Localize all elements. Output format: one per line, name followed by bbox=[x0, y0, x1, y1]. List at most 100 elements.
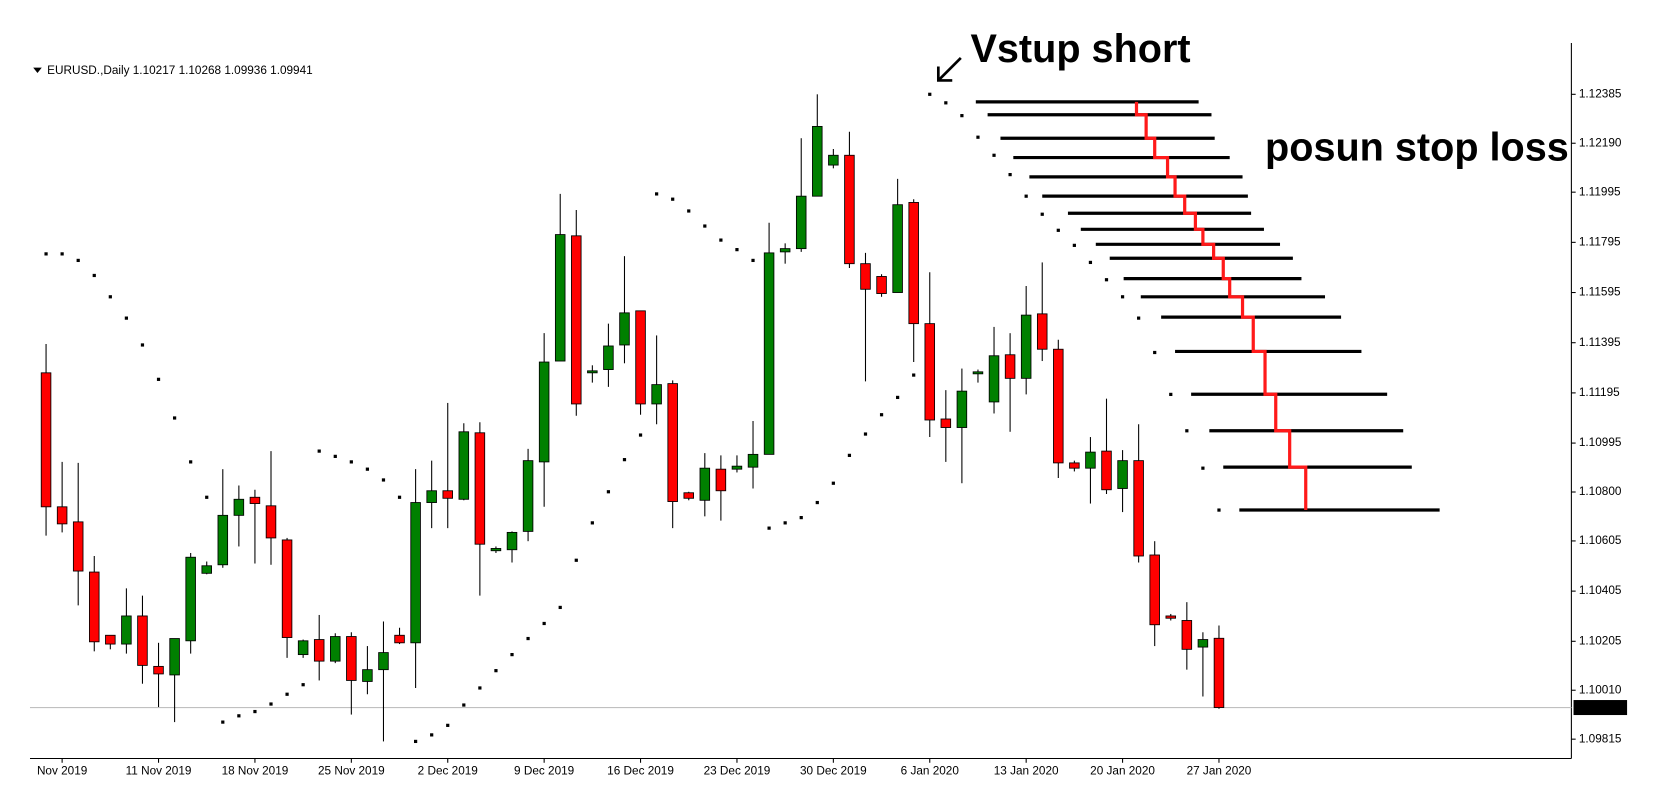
sar-dot bbox=[992, 153, 996, 157]
candle-body bbox=[1036, 313, 1048, 350]
sar-dot bbox=[510, 652, 514, 657]
sar-dot bbox=[478, 686, 482, 690]
candle-body bbox=[1149, 554, 1160, 626]
sar-dot bbox=[92, 273, 96, 278]
sar-dot bbox=[1137, 316, 1141, 320]
candle-body bbox=[378, 652, 389, 671]
sar-dot bbox=[301, 683, 305, 687]
candle-body bbox=[1053, 348, 1064, 464]
candle-body bbox=[683, 492, 695, 499]
sar-dot bbox=[703, 224, 707, 228]
candle-body bbox=[876, 276, 887, 294]
y-tick-label: 1.12385 bbox=[1579, 87, 1622, 100]
sar-dot bbox=[960, 114, 964, 118]
y-tick-label: 1.09815 bbox=[1579, 732, 1622, 745]
candle-body bbox=[554, 234, 566, 362]
y-tick-label: 1.11195 bbox=[1579, 386, 1620, 399]
candle-body bbox=[619, 312, 630, 346]
stop-loss-drawing bbox=[975, 100, 1440, 512]
sar-dot bbox=[751, 258, 755, 263]
candle-body bbox=[956, 390, 968, 428]
y-tick-label: 1.11395 bbox=[1579, 336, 1621, 349]
sar-dot bbox=[719, 238, 723, 242]
sar-dot bbox=[446, 723, 450, 727]
candle-body bbox=[1117, 460, 1128, 489]
candle-body bbox=[506, 531, 518, 551]
candle-body bbox=[715, 468, 727, 492]
candle-body bbox=[137, 615, 148, 666]
x-tick-label: 11 Nov 2019 bbox=[126, 764, 192, 777]
candle-body bbox=[56, 506, 68, 525]
candle-body bbox=[105, 634, 116, 645]
y-tick-label: 1.12190 bbox=[1579, 136, 1622, 149]
sar-dot bbox=[44, 252, 48, 256]
candle-body bbox=[892, 204, 903, 293]
sar-dot bbox=[124, 316, 129, 320]
candle-body bbox=[474, 432, 486, 545]
sar-dot bbox=[526, 636, 530, 641]
sar-dot bbox=[140, 343, 145, 347]
sar-dot bbox=[687, 209, 691, 213]
candle-body bbox=[313, 639, 325, 662]
sar-dot bbox=[494, 669, 498, 673]
sar-dot bbox=[574, 558, 578, 562]
candle-body bbox=[1133, 460, 1144, 557]
candle-body bbox=[185, 556, 196, 642]
x-tick-label: 6 Jan 2020 bbox=[901, 764, 960, 777]
candle-body bbox=[490, 548, 502, 552]
candle-body bbox=[40, 372, 52, 508]
sar-dot bbox=[1088, 260, 1093, 265]
chart-header: EURUSD.,Daily 1.10217 1.10268 1.09936 1.… bbox=[47, 64, 313, 77]
sar-dot bbox=[831, 481, 835, 485]
candle-body bbox=[924, 323, 936, 421]
sar-dot bbox=[590, 521, 594, 525]
sar-dot bbox=[622, 458, 627, 462]
y-tick-label: 1.10995 bbox=[1579, 436, 1622, 449]
y-tick-label: 1.10405 bbox=[1579, 584, 1622, 597]
sar-dot bbox=[269, 702, 273, 706]
sar-dot bbox=[671, 197, 675, 201]
last-price-label: 1.09941 bbox=[1578, 701, 1621, 714]
sar-dot bbox=[285, 692, 289, 696]
last-price-box bbox=[1573, 700, 1628, 716]
candle-body bbox=[169, 638, 180, 676]
candle-body bbox=[635, 310, 646, 405]
y-tick-label: 1.11795 bbox=[1579, 235, 1621, 248]
candle-body bbox=[844, 154, 855, 265]
sar-dot bbox=[60, 252, 64, 256]
sar-dot bbox=[172, 416, 177, 420]
sar-dot bbox=[655, 192, 659, 196]
candle-body bbox=[217, 514, 229, 566]
sar-dot bbox=[944, 101, 948, 105]
x-tick-label: 9 Dec 2019 bbox=[514, 764, 574, 777]
candle-body bbox=[1004, 354, 1016, 379]
sar-dot bbox=[815, 500, 819, 505]
x-tick-label: 25 Nov 2019 bbox=[318, 764, 385, 777]
y-tick-label: 1.10010 bbox=[1579, 683, 1622, 696]
candle-body bbox=[860, 263, 871, 290]
candle-body bbox=[1069, 462, 1080, 469]
x-tick-label: 16 Dec 2019 bbox=[607, 764, 674, 777]
sar-dot bbox=[863, 432, 868, 436]
x-tick-label: 2 Dec 2019 bbox=[418, 764, 478, 777]
sar-dot bbox=[1120, 295, 1125, 299]
entry-arrow bbox=[936, 56, 962, 82]
candle-body bbox=[249, 496, 261, 504]
plot-layer: 1.12385 1.12190 1.11995 1.11795 1.11595 1.113… bbox=[29, 87, 1628, 777]
sar-dot bbox=[799, 515, 803, 520]
candle-body bbox=[362, 669, 373, 682]
sar-dot bbox=[638, 433, 643, 437]
candle-body bbox=[121, 615, 132, 645]
x-tick-label: 30 Dec 2019 bbox=[800, 764, 867, 777]
sar-dot bbox=[381, 478, 386, 482]
sar-dot bbox=[912, 373, 916, 377]
sar-dot bbox=[1072, 243, 1076, 247]
sar-dot bbox=[1008, 172, 1012, 177]
sar-dot bbox=[205, 495, 209, 499]
candle-body bbox=[538, 361, 550, 463]
candle-body bbox=[233, 498, 245, 516]
candle-body bbox=[908, 202, 919, 325]
candle-body bbox=[699, 467, 711, 501]
